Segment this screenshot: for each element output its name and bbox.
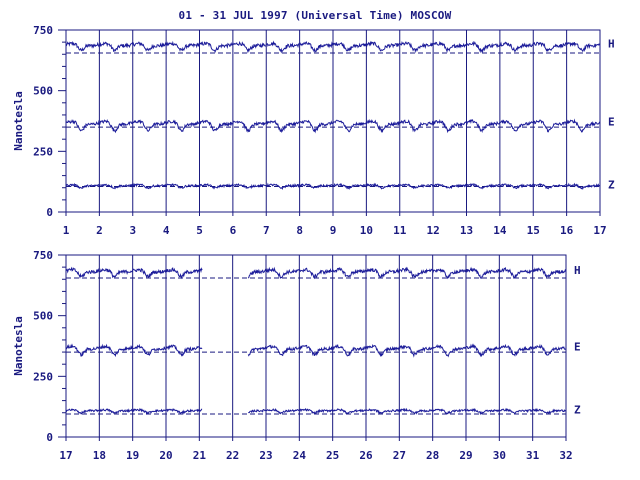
- y-tick-label: 250: [33, 145, 53, 158]
- y-tick-label: 0: [46, 431, 53, 444]
- x-tick-label: 31: [526, 449, 540, 462]
- y-axis-label: Nanotesla: [12, 91, 25, 151]
- x-tick-label: 16: [560, 224, 574, 237]
- x-tick-label: 17: [593, 224, 606, 237]
- series-trace-z: [65, 407, 567, 416]
- x-tick-label: 18: [93, 449, 106, 462]
- series-label-z: Z: [574, 403, 581, 416]
- y-tick-label: 250: [33, 370, 53, 383]
- x-tick-label: 24: [293, 449, 307, 462]
- series-trace-z: [65, 182, 601, 191]
- series-label-e: E: [608, 116, 615, 129]
- y-tick-label: 750: [33, 249, 53, 262]
- x-tick-label: 30: [493, 449, 506, 462]
- x-tick-label: 27: [393, 449, 406, 462]
- plot-frame-2: [65, 254, 567, 438]
- x-tick-label: 15: [527, 224, 540, 237]
- series-trace-e: [65, 118, 601, 134]
- series-label-h: H: [574, 264, 581, 277]
- series-trace-e: [65, 343, 567, 358]
- x-tick-label: 21: [193, 449, 207, 462]
- series-label-e: E: [574, 341, 581, 354]
- x-tick-label: 12: [427, 224, 440, 237]
- x-tick-label: 9: [330, 224, 337, 237]
- x-tick-label: 4: [163, 224, 170, 237]
- x-tick-label: 8: [296, 224, 303, 237]
- x-tick-label: 25: [326, 449, 339, 462]
- x-tick-label: 28: [426, 449, 439, 462]
- x-tick-label: 3: [129, 224, 136, 237]
- y-tick-label: 500: [33, 85, 53, 98]
- series-label-z: Z: [608, 178, 615, 191]
- x-tick-label: 26: [359, 449, 373, 462]
- x-tick-label: 19: [126, 449, 139, 462]
- x-tick-label: 20: [159, 449, 172, 462]
- x-tick-label: 29: [459, 449, 472, 462]
- x-tick-label: 23: [259, 449, 272, 462]
- x-tick-label: 14: [493, 224, 507, 237]
- x-tick-label: 11: [393, 224, 407, 237]
- y-axis-label: Nanotesla: [12, 316, 25, 376]
- y-tick-label: 500: [33, 310, 53, 323]
- y-tick-label: 750: [33, 24, 53, 37]
- x-tick-label: 6: [230, 224, 237, 237]
- x-tick-label: 2: [96, 224, 103, 237]
- x-tick-label: 22: [226, 449, 239, 462]
- x-tick-label: 13: [460, 224, 473, 237]
- x-tick-label: 10: [360, 224, 373, 237]
- x-tick-label: 7: [263, 224, 270, 237]
- x-tick-label: 5: [196, 224, 203, 237]
- y-tick-label: 0: [46, 206, 53, 219]
- series-trace-h: [65, 40, 601, 54]
- x-tick-label: 32: [559, 449, 572, 462]
- series-label-h: H: [608, 38, 615, 51]
- chart-title: 01 - 31 JUL 1997 (Universal Time) MOSCOW: [178, 9, 452, 22]
- x-tick-label: 1: [63, 224, 70, 237]
- series-trace-h: [65, 266, 567, 280]
- x-tick-label: 17: [59, 449, 72, 462]
